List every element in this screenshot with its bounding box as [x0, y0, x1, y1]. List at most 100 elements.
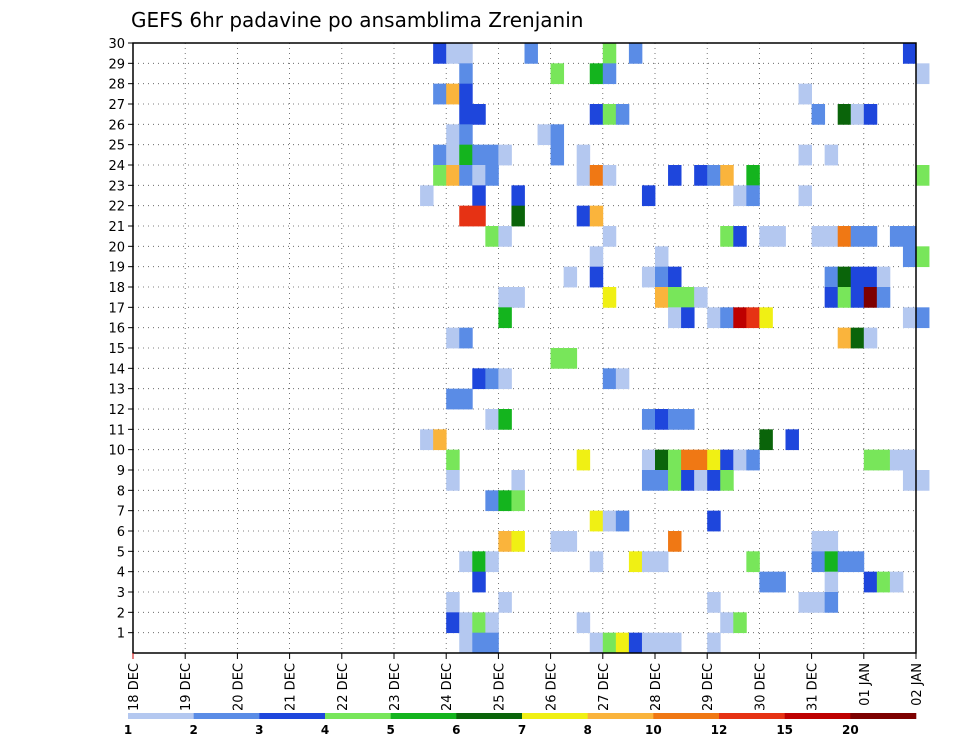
heatmap-cell — [694, 287, 708, 308]
heatmap-cell — [824, 571, 839, 593]
legend-label: 4 — [321, 723, 329, 737]
heatmap-cell — [472, 612, 486, 634]
heatmap-cell — [681, 470, 695, 491]
x-tick-label: 20 DEC — [231, 663, 246, 711]
y-tick-label: 26 — [108, 118, 125, 133]
heatmap-cell — [446, 449, 460, 471]
heatmap-cell — [615, 510, 630, 532]
heatmap-cell — [602, 510, 617, 532]
heatmap-cell — [511, 185, 525, 207]
heatmap-cell — [668, 165, 682, 186]
heatmap-cell — [498, 409, 512, 430]
heatmap-cell — [668, 449, 682, 471]
heatmap-cell — [720, 449, 734, 471]
x-tick-label: 19 DEC — [179, 663, 194, 711]
heatmap-cell — [459, 83, 473, 105]
heatmap-cell — [720, 307, 734, 329]
heatmap-cell — [433, 429, 447, 451]
heatmap-cell — [589, 266, 604, 288]
y-tick-label: 28 — [108, 78, 125, 93]
x-tick-label: 21 DEC — [284, 663, 299, 711]
heatmap-cell — [576, 449, 591, 471]
heatmap-cell — [641, 266, 656, 288]
cells-layer — [420, 43, 930, 654]
legend-label: 10 — [645, 723, 662, 737]
heatmap-cell — [824, 592, 839, 613]
heatmap-cell — [759, 226, 773, 247]
heatmap-cell — [472, 165, 486, 186]
heatmap-cell — [720, 226, 734, 247]
x-tick-label: 29 DEC — [701, 663, 716, 711]
heatmap-cell — [707, 307, 721, 329]
y-tick-label: 16 — [108, 322, 125, 337]
heatmap-cell — [602, 43, 617, 64]
heatmap-cell — [707, 165, 721, 186]
heatmap-cell — [602, 368, 617, 390]
legend-label: 5 — [386, 723, 394, 737]
legend-label: 2 — [189, 723, 197, 737]
heatmap-cell — [550, 531, 565, 552]
heatmap-cell — [916, 307, 930, 329]
heatmap-cell — [746, 185, 760, 207]
heatmap-cell — [733, 226, 747, 247]
heatmap-cell — [863, 104, 878, 125]
heatmap-cell — [850, 551, 865, 573]
x-tick-label: 02 JAN — [910, 663, 925, 706]
y-tick-label: 4 — [117, 566, 125, 581]
legend-label: 8 — [583, 723, 591, 737]
legend-swatch — [587, 713, 654, 719]
heatmap-cell — [681, 307, 695, 329]
legend-swatch — [193, 713, 260, 719]
y-tick-label: 19 — [108, 261, 125, 276]
y-tick-label: 24 — [108, 159, 125, 174]
legend-label: 20 — [842, 723, 859, 737]
heatmap-cell — [668, 307, 682, 329]
y-tick-label: 25 — [108, 139, 125, 154]
y-tick-label: 20 — [108, 240, 125, 255]
x-axis: 18 DEC 19 DEC 20 DEC 21 DEC 22 DEC 23 DEC 24 D… — [127, 653, 925, 711]
heatmap-cell — [824, 144, 839, 166]
heatmap-cell — [498, 287, 512, 308]
heatmap-cell — [850, 266, 865, 288]
heatmap-cell — [615, 368, 630, 390]
heatmap-cell — [485, 632, 499, 654]
y-tick-label: 15 — [108, 342, 125, 357]
heatmap-cell — [641, 551, 656, 573]
heatmap-cell — [668, 470, 682, 491]
heatmap-cell — [746, 449, 760, 471]
heatmap-cell — [576, 205, 591, 227]
heatmap-cell — [420, 185, 434, 207]
legend-label: 1 — [124, 723, 132, 737]
heatmap-cell — [485, 144, 499, 166]
heatmap-cell — [902, 246, 917, 268]
heatmap-cell — [811, 592, 826, 613]
heatmap-cell — [707, 470, 721, 491]
y-tick-label: 12 — [108, 403, 125, 418]
heatmap-cell — [498, 144, 512, 166]
legend-swatch — [522, 713, 588, 719]
heatmap-cell — [798, 83, 812, 105]
heatmap-cell — [589, 165, 604, 186]
heatmap-cell — [889, 571, 904, 593]
heatmap-cell — [655, 551, 669, 573]
heatmap-cell — [772, 226, 786, 247]
heatmap-cell — [876, 266, 891, 288]
heatmap-cell — [498, 368, 512, 390]
heatmap-cell — [485, 368, 499, 390]
heatmap-cell — [498, 490, 512, 512]
x-tick-label: 22 DEC — [336, 663, 351, 711]
heatmap-cell — [798, 185, 812, 207]
heatmap-cell — [733, 185, 747, 207]
heatmap-cell — [472, 368, 486, 390]
heatmap-cell — [668, 632, 682, 654]
y-tick-label: 10 — [108, 444, 125, 459]
heatmap-cell — [498, 307, 512, 329]
heatmap-cell — [602, 287, 617, 308]
heatmap-cell — [459, 43, 473, 64]
legend-swatch — [325, 713, 391, 719]
heatmap-cell — [485, 551, 499, 573]
heatmap-cell — [446, 124, 460, 146]
y-tick-label: 14 — [108, 362, 125, 377]
heatmap-cell — [668, 531, 682, 552]
